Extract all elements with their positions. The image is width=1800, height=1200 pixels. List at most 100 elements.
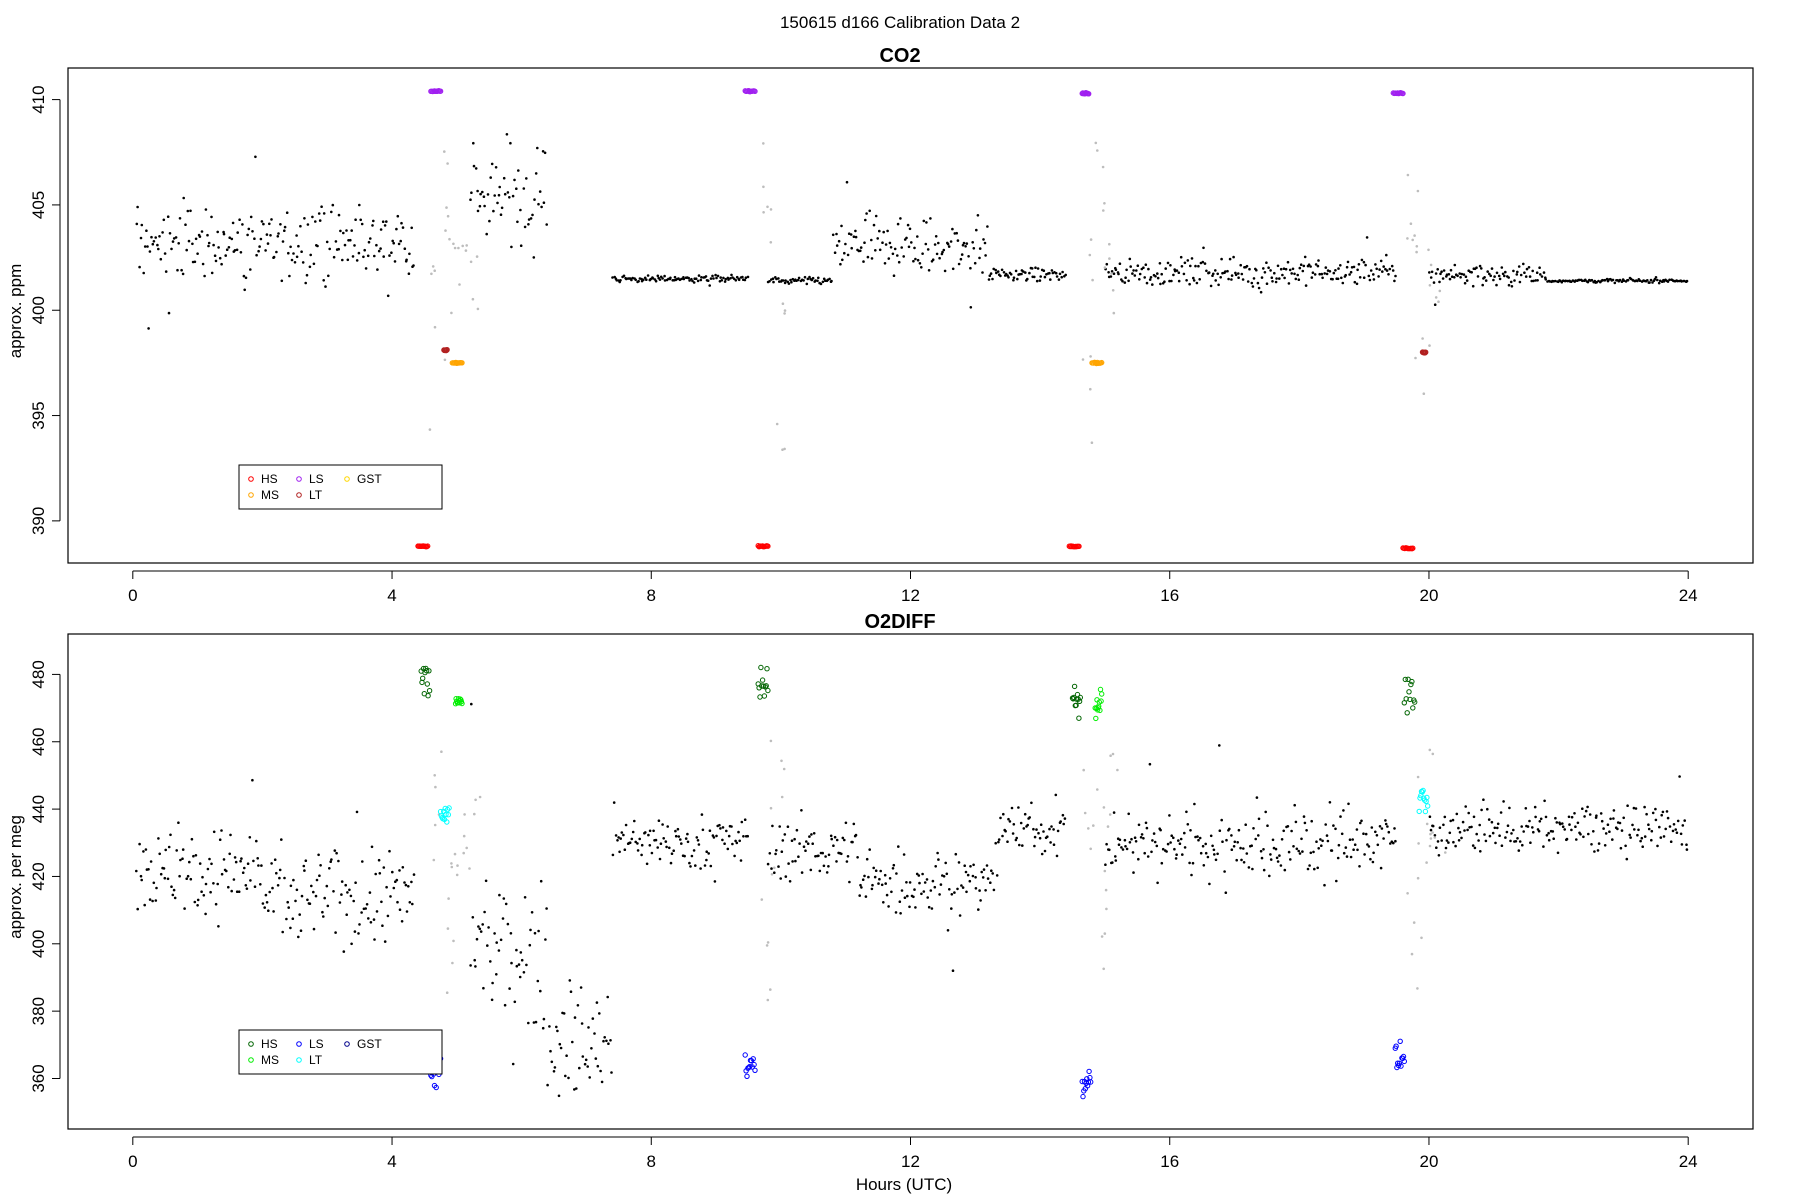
calibration-point-ms [1099, 359, 1105, 366]
ambient-point [964, 870, 968, 874]
transition-point [1415, 250, 1418, 254]
ambient-point [1532, 279, 1535, 283]
ambient-point [615, 279, 618, 282]
ambient-point [1052, 843, 1056, 846]
calibration-point-lt [446, 805, 452, 811]
ambient-point [645, 862, 649, 866]
ambient-point [277, 232, 280, 235]
ambient-point [979, 899, 982, 902]
ambient-point [1159, 828, 1162, 832]
ambient-point [1212, 848, 1216, 852]
ambient-point [778, 825, 781, 828]
ambient-point [845, 180, 849, 184]
ambient-point [1489, 274, 1492, 278]
ambient-point [239, 859, 242, 863]
ambient-point [472, 164, 476, 168]
ambient-point [238, 218, 241, 221]
ambient-point [271, 886, 274, 890]
ambient-point [376, 268, 379, 271]
calibration-point-ls [1400, 1053, 1407, 1060]
ambient-point [1111, 861, 1114, 864]
ambient-point [810, 833, 813, 836]
ambient-point [212, 243, 215, 247]
ambient-point [331, 203, 335, 207]
ambient-point [1510, 832, 1513, 835]
ambient-point [1471, 844, 1475, 847]
ambient-point [972, 247, 976, 250]
ambient-point [1457, 839, 1461, 842]
calibration-point-ms [1093, 715, 1099, 722]
ambient-point [1342, 851, 1346, 855]
ambient-point [727, 278, 730, 281]
ambient-point [573, 1088, 576, 1091]
ambient-point [927, 905, 931, 909]
ambient-point [1287, 282, 1291, 285]
ambient-point [181, 848, 185, 851]
ambient-point [995, 271, 998, 275]
ambient-point [1349, 855, 1353, 859]
ambient-point [1456, 274, 1459, 278]
ambient-point [1188, 861, 1191, 865]
ambient-point [805, 840, 808, 843]
ambient-point [220, 872, 224, 876]
ambient-point [325, 884, 329, 888]
ambient-point [1394, 839, 1397, 843]
ambient-point [981, 876, 985, 879]
ambient-point [479, 930, 483, 933]
ambient-point [922, 219, 926, 223]
ambient-point [680, 842, 683, 845]
ambient-point [701, 828, 705, 832]
ambient-point [312, 927, 316, 931]
ambient-point [178, 217, 182, 220]
ambient-point [503, 192, 507, 196]
ambient-point [961, 243, 965, 247]
ambient-point [1304, 284, 1308, 287]
ambient-point [544, 938, 547, 941]
ambient-point [900, 889, 904, 892]
legend-marker [248, 492, 254, 498]
legend-label: MS [261, 488, 279, 502]
ambient-point [844, 821, 848, 825]
ambient-point [619, 279, 622, 282]
ambient-point [1267, 266, 1270, 270]
ambient-point [963, 864, 966, 867]
ambient-point [1437, 854, 1441, 857]
ambient-point [712, 836, 716, 839]
ambient-point [1295, 847, 1299, 851]
ambient-point [1109, 275, 1113, 278]
ambient-point [726, 847, 730, 851]
ambient-point [369, 921, 373, 924]
ambient-point [1458, 272, 1461, 275]
ambient-point [322, 915, 325, 918]
transition-point [762, 211, 765, 214]
ambient-point [1035, 828, 1038, 831]
ambient-point [1138, 272, 1142, 276]
ambient-point [771, 824, 774, 828]
ambient-point [235, 890, 239, 893]
ambient-point [1498, 277, 1502, 281]
ambient-point [1674, 828, 1677, 831]
ambient-point [1486, 270, 1489, 273]
ambient-point [1221, 271, 1224, 275]
ambient-point [1017, 806, 1020, 809]
ambient-point [802, 279, 805, 282]
ambient-point [1221, 840, 1224, 843]
ambient-point [892, 274, 896, 278]
ambient-point [619, 837, 622, 840]
ambient-point [1517, 849, 1521, 852]
ambient-point [1537, 829, 1541, 833]
ambient-point [982, 238, 985, 241]
ambient-point [786, 825, 790, 828]
ambient-point [206, 867, 210, 871]
ambient-point [504, 902, 508, 906]
ambient-point [1145, 826, 1149, 830]
ambient-point [1123, 281, 1127, 284]
ambient-point [1143, 276, 1146, 279]
ambient-point [651, 277, 655, 280]
panel-title: CO2 [879, 45, 920, 67]
calibration-point-lt [1416, 808, 1422, 815]
ambient-point [138, 842, 141, 846]
ambient-point [942, 248, 946, 252]
ambient-point [774, 852, 777, 856]
ambient-point [1432, 281, 1436, 284]
